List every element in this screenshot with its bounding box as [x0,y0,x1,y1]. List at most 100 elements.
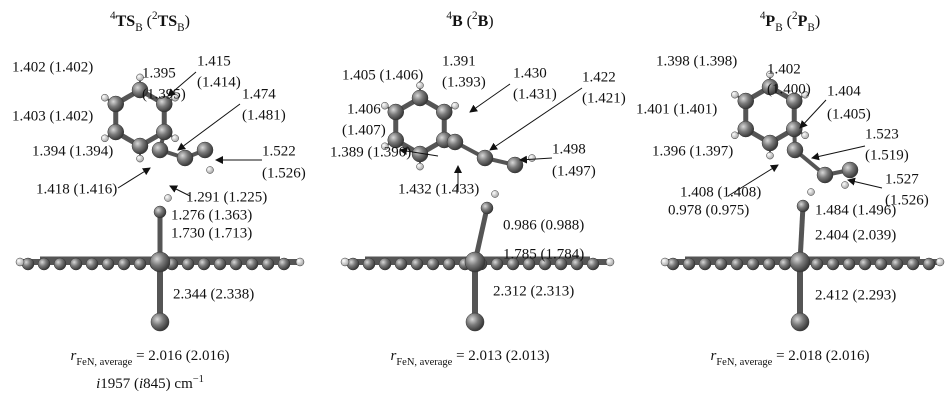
atom [86,258,98,270]
atom [797,200,809,212]
hydrogen-atom [207,167,214,174]
atom [875,258,887,270]
atom [507,157,523,173]
text-segment: ( [783,13,792,30]
bond-length-label: 1.401 (1.401) [636,101,717,117]
atom [787,142,803,158]
text-segment: FeN, average [76,357,132,368]
text-segment: ( [143,13,152,30]
atom [427,258,439,270]
bond-length-label: (1.400) [767,81,811,97]
atom [587,258,599,270]
text-segment: ) [185,13,190,30]
hydrogen-atom [341,258,349,266]
atom [811,258,823,270]
text-segment: FeN, average [396,357,452,368]
bond-length-label: 1.395 [142,65,176,81]
atom [150,252,170,272]
atom [412,90,428,106]
bond-length-label: 1.430 [513,65,547,81]
bond-length-label: 1.402 [767,61,801,77]
bond-length-label: 1.389 (1.390) [330,144,411,160]
arrow [118,168,150,188]
bond-length-label: 0.978 (0.975) [668,202,749,218]
atom [842,162,858,178]
hydrogen-atom [381,102,388,109]
atom [738,93,754,109]
atom [907,258,919,270]
atom [481,202,493,214]
text-segment: ) [488,13,493,30]
bond-length-label: (1.395) [142,86,186,102]
text-segment: P [798,13,808,30]
bond-length-label: (1.405) [827,106,871,122]
text-segment: TS [116,13,136,30]
molecules [16,71,944,331]
atom [108,96,124,112]
atom [859,258,871,270]
hydrogen-atom [296,258,304,266]
bond-length-label: 1.522 [262,143,296,159]
hydrogen-atom [16,258,24,266]
atom [347,258,359,270]
bond-length-label: 1.523 [865,126,899,142]
bond-length-label: 1.785 (1.784) [503,246,584,262]
bond-length-label: 1.415 [197,53,231,69]
bond-length-label: (1.481) [242,107,286,123]
text-segment: TS [158,13,178,30]
atom [738,121,754,137]
atom [763,258,775,270]
panel-title: 4PB (2PB) [760,10,820,34]
atom [246,258,258,270]
hydrogen-atom [731,91,738,98]
atom [731,258,743,270]
atom [715,258,727,270]
bond-length-label: 1.291 (1.225) [186,189,267,205]
figure: 4TSB (2TSB)1.402 (1.402)1.415(1.414)1.39… [0,0,946,407]
atom [182,258,194,270]
atom [22,258,34,270]
atom [790,252,810,272]
hydrogen-atom [137,155,144,162]
bond-length-label: 0.986 (0.988) [503,217,584,233]
atom [699,258,711,270]
panel-title: 4B (2B) [446,10,493,30]
bond-length-label: (1.407) [342,122,386,138]
text-segment: P [765,13,775,30]
text-segment: 845) cm [143,376,193,392]
atom [843,258,855,270]
bond-length-label: 1.405 (1.406) [342,67,423,83]
atom [278,258,290,270]
hydrogen-atom [172,135,179,142]
arrow [812,146,865,158]
bond-length-label: 2.344 (2.338) [173,286,254,302]
text-segment: −1 [193,374,204,385]
bond-length-label: (1.393) [442,74,486,90]
hydrogen-atom [452,102,459,109]
atom [779,258,791,270]
atom [198,258,210,270]
atom [230,258,242,270]
arrow [800,100,826,128]
hydrogen-atom [661,258,669,266]
panel-footer: rFeN, average = 2.013 (2.013) [390,348,549,367]
atom [923,258,935,270]
bond-length-label: 1.396 (1.397) [652,143,733,159]
hydrogen-atom [101,135,108,142]
bond-length-label: 1.474 [242,86,276,102]
text-segment: B [478,13,489,30]
atom [177,150,193,166]
bond-length-label: 1.398 (1.398) [656,53,737,69]
atom [197,142,213,158]
hydrogen-atom [936,258,944,266]
atom [436,104,452,120]
hydrogen-atom [417,163,424,170]
bond-length-label: 1.391 [442,53,476,69]
atom [786,121,802,137]
hydrogen-atom [101,94,108,101]
text-segment: ( [463,13,472,30]
bond-length-label: 1.404 [827,83,861,99]
atom [817,167,833,183]
atom [477,150,493,166]
bond-length-label: 1.394 (1.394) [32,143,113,159]
